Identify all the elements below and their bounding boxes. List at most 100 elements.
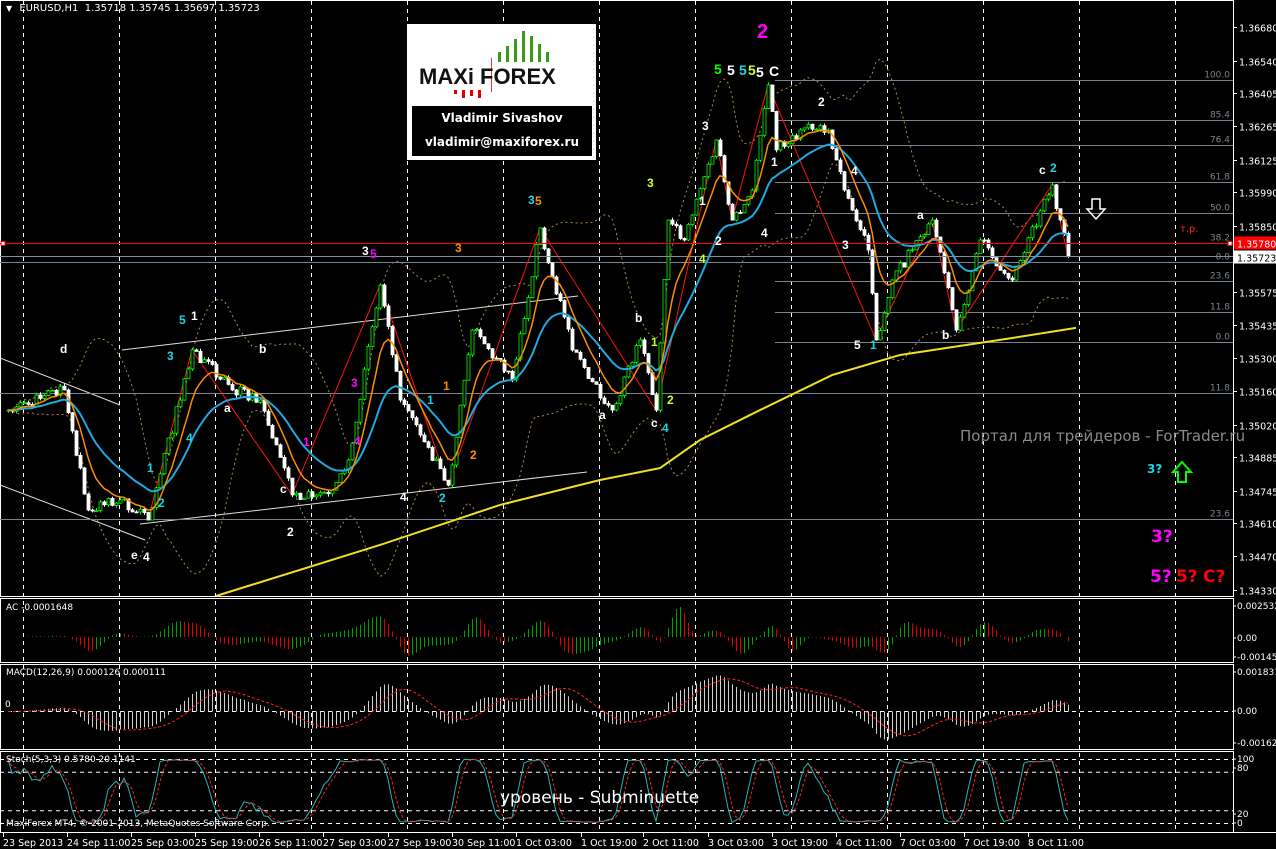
candle-body <box>414 417 419 426</box>
candle-body <box>758 134 763 161</box>
ac-label: AC -0.0001648 <box>6 603 74 613</box>
candle-body <box>714 139 719 158</box>
wave-label: b <box>259 342 267 356</box>
logo-bar <box>506 46 509 62</box>
candle-body <box>730 203 735 221</box>
target-price-tag <box>1234 236 1276 250</box>
candle-body <box>934 219 939 238</box>
macd-label: MACD(12,26,9) 0.000126 0.000111 <box>6 668 166 678</box>
candle-body <box>410 410 415 419</box>
candle-body <box>38 394 43 399</box>
bid-price-tag <box>1234 250 1276 264</box>
candle-body <box>638 339 643 346</box>
candle-body <box>270 424 275 439</box>
candle-body <box>686 224 691 241</box>
stoch-scale-100: 100 <box>1237 755 1254 765</box>
candle-body <box>770 84 775 112</box>
logo-brand-right: FOREX <box>480 64 556 89</box>
candle-body <box>794 135 799 140</box>
candle-body <box>114 502 119 506</box>
candle-body <box>810 123 815 130</box>
price-tick-label: 1.34610 <box>1239 520 1276 531</box>
wave-label: c <box>651 416 658 430</box>
wave-label: 1 <box>870 338 877 352</box>
fib-level-label: 38.2 <box>1210 234 1230 244</box>
wave-label: 1 <box>651 335 658 349</box>
wave-label: 5 <box>854 338 861 352</box>
candle-body <box>182 378 187 401</box>
candle-body <box>282 457 287 469</box>
wave-label: 5 <box>179 313 186 327</box>
candle-body <box>778 141 783 151</box>
price-tick-label: 1.35435 <box>1239 322 1276 333</box>
candle-body <box>918 236 923 241</box>
candle-body <box>602 397 607 404</box>
time-tick-label: 23 Sep 2013 <box>3 838 63 849</box>
candle-body <box>870 249 875 294</box>
candle-body <box>266 410 271 426</box>
bollinger-upper <box>7 58 1069 485</box>
candle-body <box>386 305 391 327</box>
high-value: 1.35745 <box>129 3 171 14</box>
candle-body <box>846 189 851 199</box>
candle-body <box>850 198 855 211</box>
macd-panel-frame <box>0 664 1234 750</box>
candle-body <box>494 357 499 360</box>
candle-body <box>322 491 327 494</box>
candle-body <box>658 342 663 411</box>
price-tick-label: 1.34330 <box>1239 587 1276 598</box>
candle-body <box>762 107 767 136</box>
wave-zigzag <box>147 83 1069 521</box>
candle-body <box>922 234 927 238</box>
candle-body <box>478 329 483 338</box>
wave-label: 2 <box>818 95 825 109</box>
candle-body <box>78 454 83 469</box>
candle-body <box>110 498 115 506</box>
down-arrow-icon <box>1085 198 1107 221</box>
candles <box>6 82 1071 521</box>
macd-zero-label: 0 <box>5 700 11 710</box>
fib-level-label: 85.4 <box>1210 111 1230 121</box>
wave-label: 1 <box>443 379 450 393</box>
candle-body <box>374 307 379 328</box>
candle-body <box>586 367 591 379</box>
forecast-label: 5? <box>1176 567 1198 587</box>
price-tick-label: 1.34470 <box>1239 553 1276 564</box>
candle-body <box>958 316 963 331</box>
candle-body <box>670 219 675 225</box>
candle-body <box>86 493 91 511</box>
time-tick-label: 2 Oct 11:00 <box>643 838 699 849</box>
candle-body <box>162 453 167 475</box>
candle-body <box>1034 225 1039 228</box>
candle-body <box>834 148 839 161</box>
candle-body <box>450 464 455 486</box>
candle-body <box>942 251 947 274</box>
symbol-label: EURUSD,H1 <box>19 3 79 14</box>
wave-label: 2 <box>158 496 165 510</box>
collapse-triangle-icon[interactable]: ▼ <box>6 4 13 13</box>
candle-body <box>1010 277 1015 281</box>
candle-body <box>422 434 427 443</box>
candle-body <box>474 329 479 331</box>
candle-body <box>614 403 619 411</box>
candle-body <box>974 252 979 272</box>
wave-label: 2 <box>470 448 477 462</box>
wave-label: 3 <box>362 244 369 258</box>
fib-level-label: 61.8 <box>1210 173 1230 183</box>
candle-body <box>522 318 527 335</box>
author-name: Vladimir Sivashov <box>441 111 563 125</box>
stoch-label: Stoch(5,3,3) 0.5780 20.1141 <box>6 755 136 765</box>
logo-brand-left: MAXi <box>419 64 474 89</box>
candle-body <box>338 473 343 483</box>
candle-body <box>118 499 123 504</box>
candle-body <box>306 491 311 499</box>
candle-body <box>1050 184 1055 196</box>
main-panel-frame <box>0 0 1234 597</box>
fib-level-label: 50.0 <box>1210 204 1230 214</box>
time-tick-label: 25 Sep 19:00 <box>195 838 258 849</box>
wave-label: 3 <box>351 376 358 390</box>
candle-body <box>662 279 667 344</box>
logo-brand: MAXi FOREX <box>419 64 556 90</box>
candle-body <box>174 406 179 434</box>
